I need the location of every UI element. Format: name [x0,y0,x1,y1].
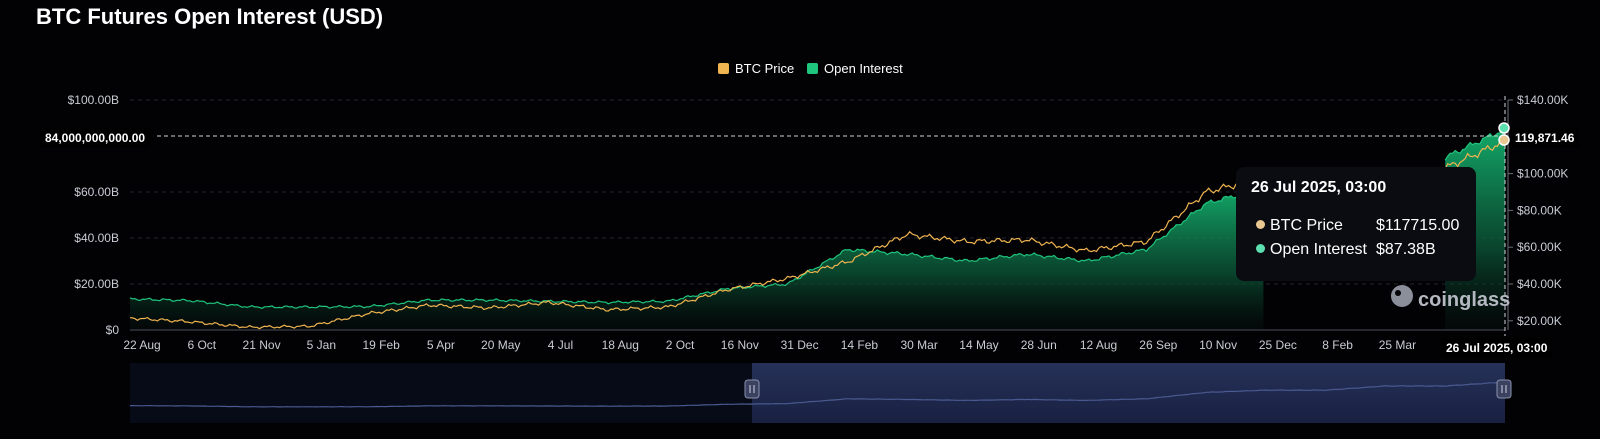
navigator-handle-right[interactable] [1496,379,1512,399]
x-tick-label: 10 Nov [1199,338,1237,352]
y-right-tick-label: $40.00K [1517,277,1562,291]
x-tick-label: 30 Mar [900,338,937,352]
open-interest-area [130,187,1264,330]
x-tick-label: 5 Jan [307,338,336,352]
legend-label-open-interest[interactable]: Open Interest [824,61,903,76]
tooltip-value-btc-price: $117715.00 [1376,217,1460,234]
x-tick-label: 16 Nov [721,338,759,352]
watermark: coinglass [1391,285,1510,311]
legend-swatch-open-interest[interactable] [807,63,818,74]
x-tick-label: 26 Sep [1139,338,1177,352]
y-right-tick-label: $100.00K [1517,167,1568,181]
y-left-tick-label: $20.00B [74,277,119,291]
tooltip-value-open-interest: $87.38B [1376,241,1436,258]
y-right-tick-label: $60.00K [1517,240,1562,254]
x-tick-label: 28 Jun [1021,338,1057,352]
y-left-tick-label: $100.00B [68,93,119,107]
tooltip-label-btc-price: BTC Price [1270,217,1343,234]
x-tick-label: 25 Mar [1379,338,1416,352]
x-tick-label: 20 May [481,338,520,352]
x-tick-label: 21 Nov [243,338,281,352]
x-tick-label: 8 Feb [1322,338,1353,352]
tooltip-dot-btc-price [1256,220,1265,230]
tooltip-title: 26 Jul 2025, 03:00 [1251,179,1387,196]
x-tick-label: 4 Jul [548,338,573,352]
btc-price-line [129,175,1264,330]
btc-price-line [1444,137,1506,170]
y-right-tick-label: $80.00K [1517,203,1562,217]
crosshair-right-label: 119,871.46 [1510,128,1580,148]
x-tick-label: 19 Feb [362,338,400,352]
navigator-selection[interactable] [752,363,1505,423]
open-interest-line [129,186,1264,309]
y-axis-left: $0 $20.00B $40.00B $60.00B $100.00B [68,93,120,337]
y-left-tick-label: $60.00B [74,185,119,199]
x-tick-label: 25 Dec [1259,338,1297,352]
tooltip: 26 Jul 2025, 03:00 BTC Price $117715.00 … [1236,167,1476,281]
chart-title: BTC Futures Open Interest (USD) [36,4,384,29]
x-tick-label: 12 Aug [1080,338,1117,352]
x-tick-label: 14 Feb [841,338,879,352]
x-tick-label: 2 Oct [666,338,695,352]
tooltip-label-open-interest: Open Interest [1270,241,1367,258]
tooltip-row-btc-price: BTC Price $117715.00 [1256,217,1459,235]
price-marker [1498,134,1510,146]
navigator[interactable] [130,363,1512,423]
x-tick-label: 6 Oct [187,338,216,352]
crosshair-x-label: 26 Jul 2025, 03:00 [1441,338,1553,358]
crosshair-left-label: 84,000,000,000.00 [40,128,151,148]
legend-swatch-btc-price[interactable] [718,63,729,74]
watermark-text: coinglass [1418,289,1510,311]
x-tick-label: 18 Aug [602,338,639,352]
x-tick-label: 14 May [959,338,998,352]
navigator-handle-left[interactable] [744,379,760,399]
y-right-tick-label: $140.00K [1517,93,1568,107]
y-left-tick-label: $40.00B [74,231,119,245]
x-tick-label: 22 Aug [123,338,160,352]
y-right-tick-label: $20.00K [1517,314,1562,328]
x-axis: 22 Aug 6 Oct 21 Nov 5 Jan 19 Feb 5 Apr 20 May 4… [123,329,1505,352]
oi-marker [1498,122,1510,134]
y-axis-right: $20.00K $40.00K $60.00K $80.00K $100.00K $140… [1507,93,1568,330]
x-tick-label: 31 Dec [781,338,819,352]
tooltip-row-open-interest: Open Interest $87.38B [1256,241,1436,259]
tooltip-dot-open-interest [1256,244,1265,254]
navigator-line [130,381,1506,408]
y-left-tick-label: $0 [106,323,120,337]
legend: BTC Price Open Interest [718,61,903,76]
legend-label-btc-price[interactable]: BTC Price [735,61,794,76]
x-tick-label: 5 Apr [427,338,455,352]
